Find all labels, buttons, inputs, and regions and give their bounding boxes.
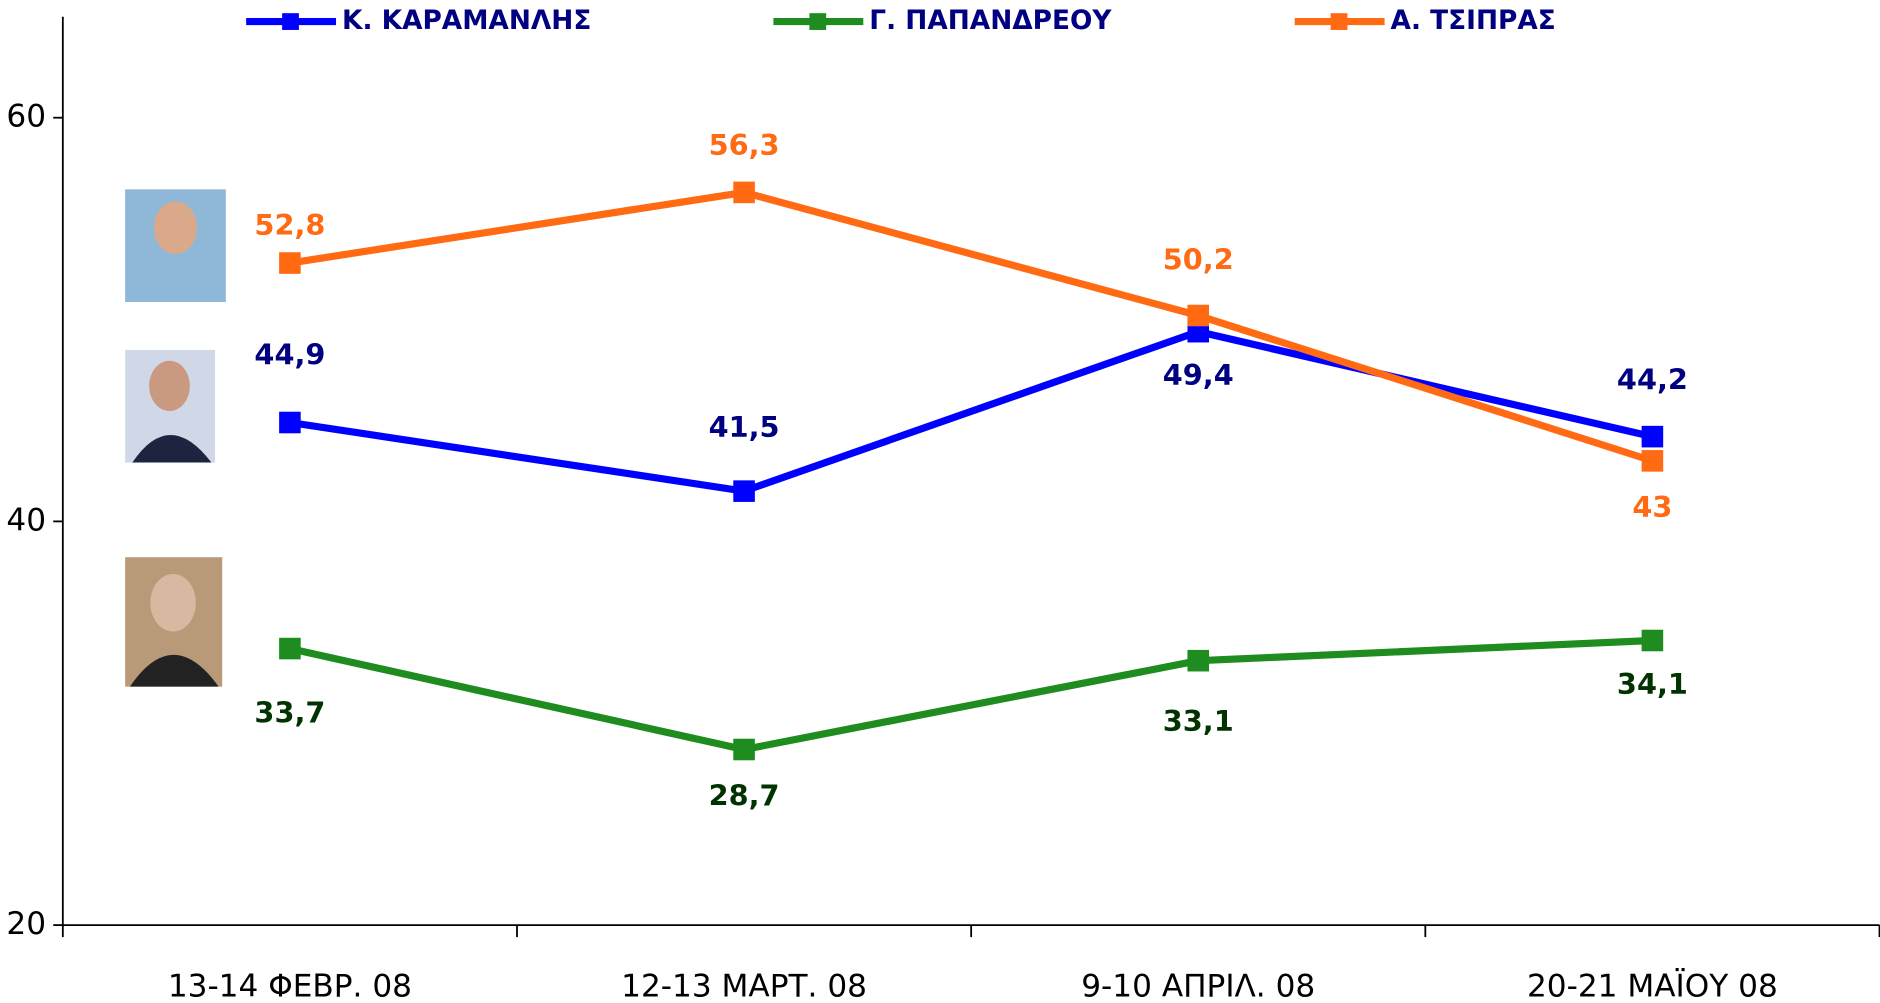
y-tick-label: 60 xyxy=(6,99,46,135)
photo-face xyxy=(149,360,190,412)
value-label: 33,7 xyxy=(254,695,325,729)
legend-label: Α. ΤΣΙΠΡΑΣ xyxy=(1391,6,1556,36)
series-line xyxy=(289,328,1654,495)
marker xyxy=(1187,649,1210,672)
legend-marker xyxy=(809,13,827,30)
value-label: 41,5 xyxy=(709,410,780,444)
value-label: 33,1 xyxy=(1163,704,1234,738)
x-tick-label: 9-10 ΑΠΡΙΛ. 08 xyxy=(1081,968,1315,1003)
value-label: 49,4 xyxy=(1163,358,1234,392)
x-tick-label: 20-21 ΜΑΪΟΥ 08 xyxy=(1527,966,1778,1003)
marker xyxy=(279,252,301,274)
photo-suit xyxy=(129,654,219,687)
value-label: 56,3 xyxy=(709,128,780,162)
photos xyxy=(125,189,226,687)
legend-marker xyxy=(282,13,299,30)
value-label: 44,9 xyxy=(254,338,325,372)
marker xyxy=(733,480,755,502)
marker xyxy=(733,738,755,761)
photo-face xyxy=(150,573,196,632)
photo-face xyxy=(153,201,198,255)
y-tick-label: 20 xyxy=(6,906,46,942)
photo-suit xyxy=(132,434,212,463)
value-label: 34,1 xyxy=(1617,667,1688,701)
x-tick-label: 13-14 ΦΕΒΡ. 08 xyxy=(168,968,412,1003)
legend-label: Κ. ΚΑΡΑΜΑΝΛΗΣ xyxy=(342,6,591,36)
value-label: 28,7 xyxy=(709,778,780,812)
marker xyxy=(1641,450,1664,472)
series-line xyxy=(289,636,1653,754)
marker xyxy=(733,181,755,204)
value-label: 44,2 xyxy=(1617,363,1688,397)
legend-marker xyxy=(1330,13,1348,30)
legend-label: Γ. ΠΑΠΑΝΔΡΕΟΥ xyxy=(869,6,1112,36)
value-label: 50,2 xyxy=(1163,243,1234,277)
marker xyxy=(1187,304,1210,327)
marker xyxy=(1641,629,1664,652)
marker xyxy=(279,411,301,434)
value-label: 52,8 xyxy=(254,208,325,242)
marker xyxy=(1641,425,1664,448)
value-label: 43 xyxy=(1632,490,1672,524)
y-tick-label: 40 xyxy=(6,502,46,538)
series-line xyxy=(289,188,1654,465)
x-tick-label: 12-13 ΜΑΡΤ. 08 xyxy=(621,968,867,1003)
marker xyxy=(279,637,301,660)
